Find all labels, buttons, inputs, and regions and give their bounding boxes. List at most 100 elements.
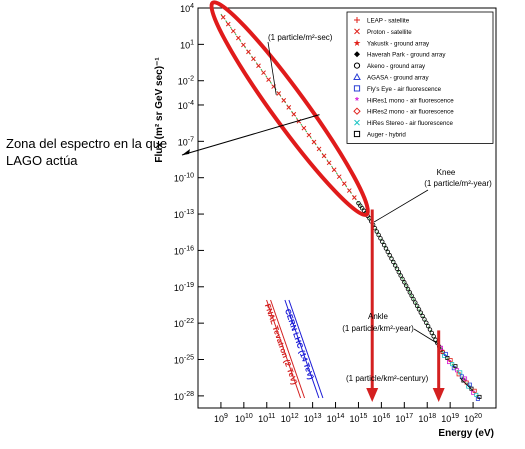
accelerator-line — [288, 299, 324, 399]
uhe-point — [448, 358, 453, 363]
lago-highlight-ellipse — [209, 0, 370, 217]
annotation-pointer — [413, 328, 438, 344]
down-arrow-head — [366, 388, 379, 402]
annotation-ankle: Ankle — [368, 312, 389, 321]
akeno-point — [429, 330, 435, 336]
uhe-point — [445, 356, 450, 361]
uhe-point — [450, 362, 455, 367]
legend-entry-label: Fly's Eye - air fluorescence — [367, 86, 442, 93]
uhe-point — [467, 382, 472, 387]
legend-marker — [353, 85, 361, 92]
akeno-point — [380, 239, 385, 244]
akeno-point — [394, 266, 400, 271]
uhe-point — [469, 386, 474, 391]
uhe-point — [455, 368, 460, 373]
akeno-point — [403, 283, 409, 288]
legend-entry-label: HiRes Stereo - air fluorescence — [367, 120, 454, 127]
uhe-point — [474, 392, 479, 397]
lago-pointer-head — [182, 149, 190, 155]
y-tick-label: 10-16 — [174, 245, 194, 256]
akeno-point — [422, 317, 427, 322]
y-tick-label: 104 — [180, 3, 194, 14]
akeno-point — [413, 300, 418, 305]
uhe-point — [458, 370, 463, 375]
x-tick-label: 1015 — [350, 413, 368, 424]
legend-entry-label: LEAP - satellite — [367, 18, 410, 25]
legend-entry-label: Akeno - ground array — [367, 63, 426, 70]
y-tick-label: 10-22 — [174, 318, 194, 329]
x-tick-label: 1016 — [372, 413, 390, 424]
x-tick-label: 1019 — [441, 413, 459, 424]
akeno-point — [376, 232, 381, 238]
akeno-point — [425, 323, 431, 329]
legend-marker — [353, 107, 361, 115]
y-tick-label: 10-28 — [174, 391, 194, 402]
accelerator-line — [266, 299, 302, 399]
akeno-point — [414, 303, 420, 309]
legend-entry-label: Proton - satellite — [367, 29, 412, 36]
akeno-point — [374, 229, 379, 234]
akeno-point — [396, 269, 402, 275]
x-tick-label: 1010 — [235, 413, 253, 424]
akeno-point — [400, 276, 405, 282]
legend-marker — [354, 51, 360, 58]
annotation-pointer — [459, 377, 474, 392]
akeno-point — [431, 334, 436, 339]
x-tick-label: 1020 — [464, 413, 482, 424]
legend-marker — [353, 72, 361, 80]
proton-point — [346, 188, 352, 193]
annotation-particle-m2-sec: (1 particle/m²-sec) — [268, 33, 333, 42]
akeno-point — [420, 313, 425, 319]
proton-point — [235, 35, 241, 41]
akeno-point — [424, 320, 429, 325]
legend-box — [346, 11, 494, 144]
proton-point — [266, 77, 271, 82]
proton-point — [261, 70, 266, 76]
proton-point — [256, 63, 261, 69]
x-tick-label: 1018 — [418, 413, 436, 424]
y-tick-label: 10-19 — [174, 282, 194, 293]
annotation-knee: Knee — [437, 168, 456, 177]
proton-point — [311, 139, 317, 145]
proton-point — [326, 160, 332, 166]
uhe-point — [453, 364, 458, 369]
y-tick-label: 10-10 — [174, 173, 194, 184]
x-tick-label: 1012 — [281, 413, 299, 424]
akeno-point — [389, 256, 394, 261]
proton-point — [246, 49, 251, 55]
down-arrow-head — [432, 388, 445, 402]
annotation-pointer — [373, 189, 429, 223]
legend-entry-label: HiRes1 mono - air fluorescence — [367, 97, 454, 104]
akeno-point — [398, 273, 403, 278]
annotation-pointer — [267, 41, 277, 95]
accelerator-line — [270, 299, 306, 399]
y-axis-ticks: 104 101 10-2 10-4 10-7 10-10 10-13 10-16 10-19 10… — [174, 3, 204, 402]
proton-point — [291, 111, 297, 117]
akeno-point — [418, 310, 424, 315]
akeno-point — [385, 249, 391, 255]
akeno-point — [427, 327, 433, 332]
legend-entry-label: Haverah Park - ground array — [367, 52, 446, 59]
proton-point — [241, 42, 246, 48]
y-tick-label: 10-2 — [178, 76, 194, 87]
y-tick-label: 101 — [180, 39, 194, 50]
lago-pointer-line — [181, 114, 320, 156]
legend-marker — [354, 119, 360, 126]
lago-region-note: Zona del espectro en la que LAGO actúa — [6, 136, 168, 168]
legend-entry-label: Auger - hybrid — [367, 132, 406, 139]
proton-point — [281, 98, 287, 103]
x-tick-label: 1013 — [304, 413, 322, 424]
proton-point — [336, 174, 342, 180]
akeno-point — [383, 246, 389, 251]
akeno-point — [411, 296, 416, 302]
legend-entry-label: AGASA - ground array — [367, 75, 429, 82]
y-tick-label: 10-7 — [178, 136, 194, 147]
x-tick-label: 1014 — [327, 413, 345, 424]
akeno-point — [378, 236, 383, 241]
x-axis-ticks: 109 1010 1011 1012 1013 1014 1015 1016 1017 1018 1… — [214, 402, 482, 424]
data-series — [220, 13, 482, 401]
annotation-particle-m2-year: (1 particle/m²-year) — [424, 179, 492, 188]
proton-point — [341, 181, 347, 186]
uhe-point — [463, 376, 468, 381]
uhe-point — [472, 388, 477, 393]
